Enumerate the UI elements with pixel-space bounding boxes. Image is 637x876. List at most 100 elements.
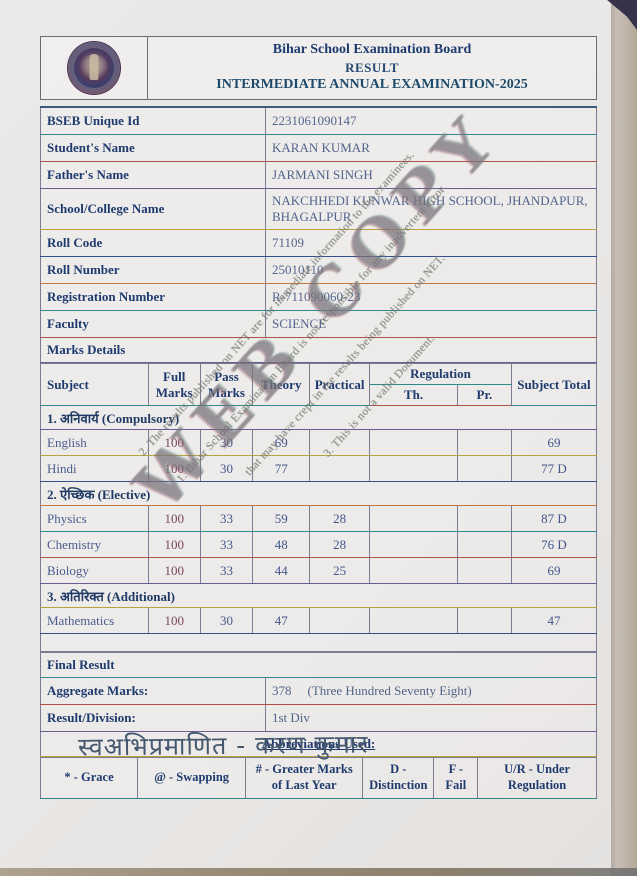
abbr-fail: F - Fail <box>433 757 479 799</box>
regulation-th <box>369 557 458 584</box>
marks-header-row: Subject Full Marks Pass Marks Theory Pra… <box>40 363 598 406</box>
exam-title: INTERMEDIATE ANNUAL EXAMINATION-2025 <box>216 77 528 93</box>
abbr-swapping: @ - Swapping <box>136 757 247 799</box>
subject-total: 69 <box>510 429 598 456</box>
table-row: Biology 100 33 44 25 69 <box>40 557 598 584</box>
table-row: Mathematics 100 30 47 47 <box>40 607 598 634</box>
table-row: Hindi 100 30 77 77 D <box>40 455 598 482</box>
full-marks: 100 <box>147 455 201 482</box>
col-subject-total: Subject Total <box>510 363 598 406</box>
info-label: Student's Name <box>40 134 266 162</box>
regulation-pr <box>456 455 512 482</box>
table-row: Roll Number 25010110 <box>40 256 597 284</box>
subject-total: 77 D <box>510 455 598 482</box>
scan-edge-right <box>611 0 637 876</box>
division-label: Result/Division: <box>40 704 266 732</box>
info-label: BSEB Unique Id <box>40 106 266 135</box>
section-row: 1. अनिवार्य (Compulsory) <box>40 405 597 430</box>
abbr-grace: * - Grace <box>40 757 138 799</box>
theory-marks: 44 <box>252 557 311 584</box>
aggregate-words: (Three Hundred Seventy Eight) <box>307 683 472 698</box>
board-name: Bihar School Examination Board <box>272 42 472 58</box>
section-title-compulsory: 1. अनिवार्य (Compulsory) <box>40 405 597 430</box>
regulation-pr <box>456 531 512 558</box>
table-row: Chemistry 100 33 48 28 76 D <box>40 531 598 558</box>
pass-marks: 33 <box>199 505 254 532</box>
col-full-marks: Full Marks <box>147 363 201 406</box>
table-row: * - Grace @ - Swapping # - Greater Marks… <box>40 757 597 799</box>
subject-total: 76 D <box>510 531 598 558</box>
practical-marks: 28 <box>309 505 371 532</box>
section-title-elective: 2. ऐच्छिक (Elective) <box>40 481 597 506</box>
practical-marks: 25 <box>309 557 371 584</box>
info-label: Roll Number <box>40 256 266 284</box>
col-practical: Practical <box>309 363 371 406</box>
info-label: Father's Name <box>40 161 266 189</box>
title-block: Bihar School Examination Board RESULT IN… <box>148 37 596 99</box>
abbr-distinction: D - Distinction <box>362 757 435 799</box>
aggregate-marks-value: 378 (Three Hundred Seventy Eight) <box>265 677 597 705</box>
pass-marks: 33 <box>199 557 254 584</box>
theory-marks: 59 <box>252 505 311 532</box>
result-label: RESULT <box>345 59 399 75</box>
full-marks: 100 <box>147 531 201 558</box>
subject-name: Mathematics <box>40 607 149 634</box>
full-marks: 100 <box>147 607 201 634</box>
col-subject: Subject <box>40 363 149 406</box>
info-value: 71109 <box>265 229 597 257</box>
info-value: R-711090060-23 <box>265 283 597 311</box>
section-row: 3. अतिरिक्त (Additional) <box>40 583 597 608</box>
result-document: Bihar School Examination Board RESULT IN… <box>40 36 598 799</box>
table-row: Registration Number R-711090060-23 <box>40 283 597 311</box>
final-result-heading: Final Result <box>40 652 597 678</box>
table-row: English 100 30 69 69 <box>40 429 598 456</box>
pass-marks: 33 <box>199 531 254 558</box>
abbreviations-heading: Abbreviations Used: <box>40 731 597 757</box>
table-row: Physics 100 33 59 28 87 D <box>40 505 598 532</box>
theory-marks: 47 <box>252 607 311 634</box>
subject-total: 47 <box>510 607 598 634</box>
info-value: JARMANI SINGH <box>265 161 597 189</box>
table-row: Aggregate Marks: 378 (Three Hundred Seven… <box>40 677 597 705</box>
col-pass-marks: Pass Marks <box>199 363 254 406</box>
theory-marks: 77 <box>252 455 311 482</box>
pass-marks: 30 <box>199 429 254 456</box>
col-regulation: Regulation <box>369 363 512 385</box>
table-row: Final Result <box>40 652 597 678</box>
regulation-th <box>369 455 458 482</box>
info-label: School/College Name <box>40 188 266 230</box>
info-label: Faculty <box>40 310 266 338</box>
regulation-pr <box>456 505 512 532</box>
student-info-table: BSEB Unique Id 2231061090147 Student's N… <box>40 106 597 363</box>
info-value: KARAN KUMAR <box>265 134 597 162</box>
table-row: Roll Code 71109 <box>40 229 597 257</box>
info-value: NAKCHHEDI KUNWAR HIGH SCHOOL, JHANDAPUR,… <box>265 188 597 230</box>
regulation-th <box>369 607 458 634</box>
regulation-th <box>369 429 458 456</box>
theory-marks: 48 <box>252 531 311 558</box>
scan-edge-bottom <box>0 868 637 876</box>
info-label: Registration Number <box>40 283 266 311</box>
abbr-greater-marks: # - Greater Marks of Last Year <box>245 757 364 799</box>
regulation-pr <box>456 607 512 634</box>
info-value: 2231061090147 <box>265 106 597 135</box>
pass-marks: 30 <box>199 607 254 634</box>
table-row: Marks Details <box>40 337 597 363</box>
section-title-additional: 3. अतिरिक्त (Additional) <box>40 583 597 608</box>
subject-name: Chemistry <box>40 531 149 558</box>
marks-details-heading: Marks Details <box>40 337 597 363</box>
marks-table: Subject Full Marks Pass Marks Theory Pra… <box>40 363 598 634</box>
regulation-th <box>369 531 458 558</box>
aggregate-number: 378 <box>272 683 292 698</box>
col-regulation-pr: Pr. <box>456 384 512 406</box>
subject-total: 69 <box>510 557 598 584</box>
abbr-under-regulation: U/R - Under Regulation <box>477 757 597 799</box>
pass-marks: 30 <box>199 455 254 482</box>
empty-row <box>40 634 597 652</box>
bseb-seal-icon <box>68 42 120 94</box>
table-row: Student's Name KARAN KUMAR <box>40 134 597 162</box>
regulation-pr <box>456 557 512 584</box>
subject-name: Physics <box>40 505 149 532</box>
full-marks: 100 <box>147 429 201 456</box>
